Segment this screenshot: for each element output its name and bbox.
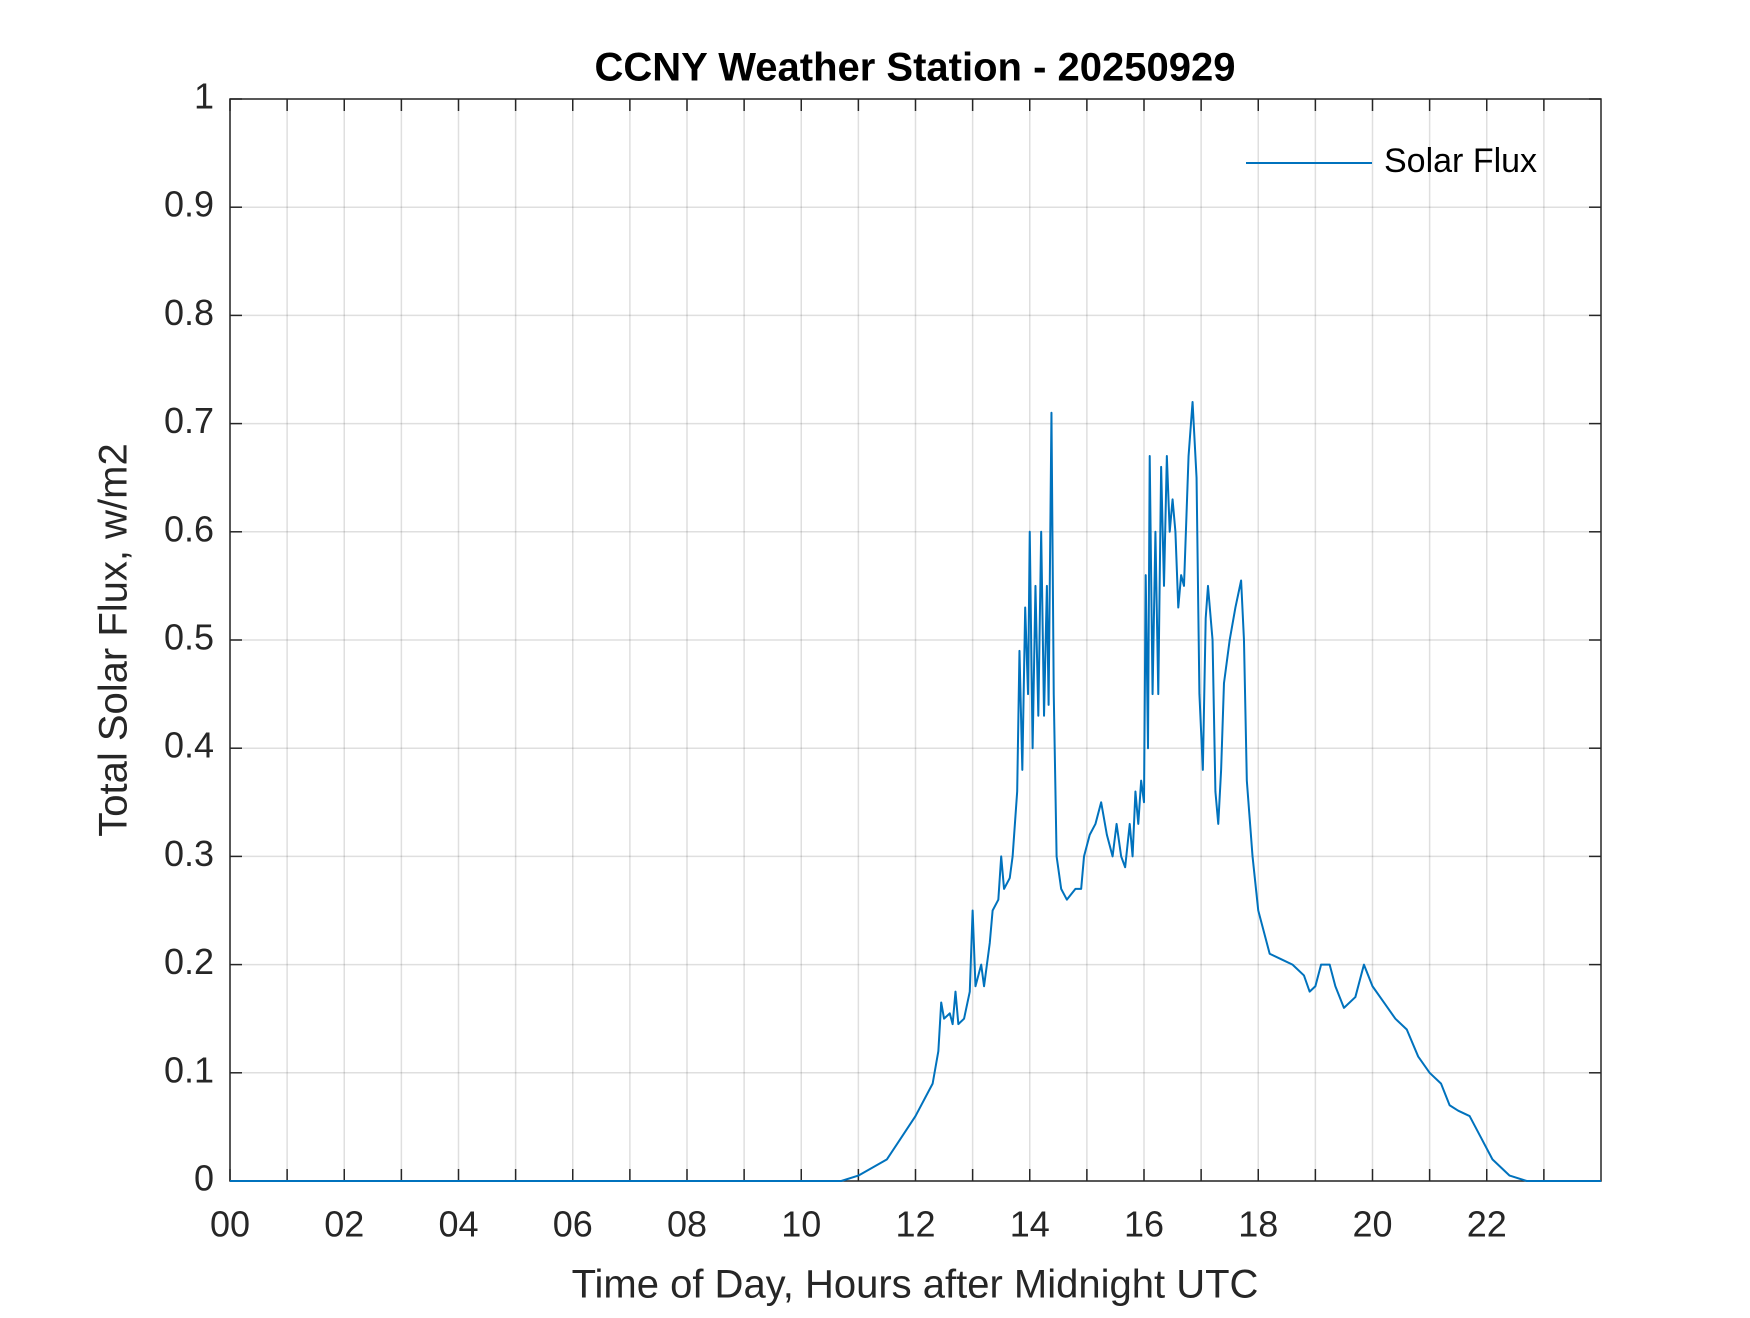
y-tick-label: 0.7	[164, 400, 214, 441]
legend-label: Solar Flux	[1384, 142, 1537, 180]
y-tick-label: 0.2	[164, 941, 214, 982]
y-tick-label: 0.8	[164, 292, 214, 333]
y-tick-label: 1	[194, 76, 214, 117]
x-tick-label: 22	[1467, 1204, 1507, 1245]
x-tick-label: 00	[210, 1204, 250, 1245]
y-tick-label: 0.9	[164, 184, 214, 225]
x-tick-label: 12	[895, 1204, 935, 1245]
y-tick-label: 0	[194, 1158, 214, 1199]
x-tick-label: 08	[667, 1204, 707, 1245]
y-tick-label: 0.4	[164, 725, 214, 766]
x-tick-label: 04	[438, 1204, 478, 1245]
y-axis-label: Total Solar Flux, w/m2	[92, 443, 136, 836]
x-axis-label: Time of Day, Hours after Midnight UTC	[572, 1263, 1259, 1307]
y-tick-label: 0.5	[164, 617, 214, 658]
x-tick-label: 14	[1010, 1204, 1050, 1245]
x-tick-label: 16	[1124, 1204, 1164, 1245]
y-tick-label: 0.1	[164, 1049, 214, 1090]
data-line	[230, 400, 1601, 1182]
x-tick-label: 10	[781, 1204, 821, 1245]
x-tick-label: 18	[1238, 1204, 1278, 1245]
chart-title: CCNY Weather Station - 20250929	[595, 46, 1236, 90]
plot-frame	[229, 98, 1602, 1182]
x-tick-label: 20	[1352, 1204, 1392, 1245]
y-tick-label: 0.6	[164, 508, 214, 549]
x-tick-label: 02	[324, 1204, 364, 1245]
x-tick-label: 06	[553, 1204, 593, 1245]
y-tick-label: 0.3	[164, 833, 214, 874]
